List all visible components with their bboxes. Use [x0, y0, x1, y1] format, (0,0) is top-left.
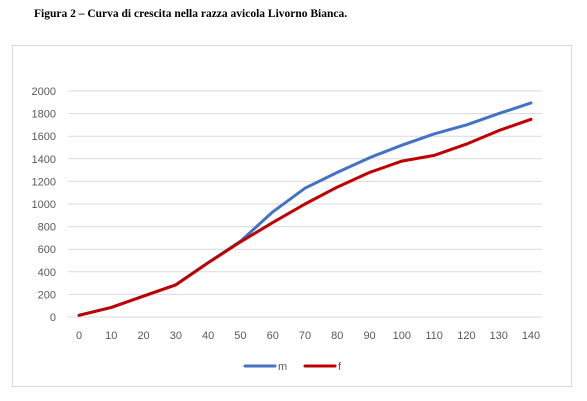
x-tick-label: 80: [331, 330, 343, 342]
x-tick-label: 60: [267, 330, 279, 342]
y-axis-tick-labels: 0 200 400 600 800 1000 1200 1400 1600 1800 2000: [32, 86, 56, 324]
x-tick-label: 70: [299, 330, 311, 342]
x-tick-label: 50: [234, 330, 246, 342]
x-tick-label: 30: [170, 330, 182, 342]
chart-area: [12, 45, 572, 387]
x-tick-label: 140: [522, 330, 540, 342]
y-tick-label: 1600: [32, 131, 56, 143]
x-tick-label: 110: [425, 330, 443, 342]
x-tick-label: 100: [393, 330, 411, 342]
x-tick-label: 130: [490, 330, 508, 342]
series-lines: [77, 101, 533, 317]
y-tick-label: 1400: [32, 154, 56, 166]
y-tick-label: 1800: [32, 109, 56, 121]
series-line-m: [77, 101, 533, 317]
x-tick-label: 40: [202, 330, 214, 342]
gridlines: [68, 90, 542, 318]
legend-label-m: m: [278, 361, 287, 373]
x-tick-label: 90: [363, 330, 375, 342]
y-tick-label: 800: [38, 222, 56, 234]
y-tick-label: 400: [38, 267, 56, 279]
y-tick-label: 1200: [32, 176, 56, 188]
x-tick-label: 10: [105, 330, 117, 342]
x-tick-label: 0: [76, 330, 82, 342]
x-tick-label: 20: [137, 330, 149, 342]
x-tick-label: 120: [457, 330, 475, 342]
legend-label-f: f: [338, 361, 342, 373]
y-tick-label: 0: [50, 312, 56, 324]
series-line-f: [77, 117, 533, 317]
y-tick-label: 2000: [32, 86, 56, 98]
y-tick-label: 200: [38, 289, 56, 301]
x-axis-tick-labels: 0 10 20 30 40 50 60 70 80 90 100 110 120 130 140: [76, 330, 540, 342]
y-tick-label: 600: [38, 244, 56, 256]
y-tick-label: 1000: [32, 199, 56, 211]
figure-caption: Figura 2 – Curva di crescita nella razza…: [34, 8, 348, 20]
